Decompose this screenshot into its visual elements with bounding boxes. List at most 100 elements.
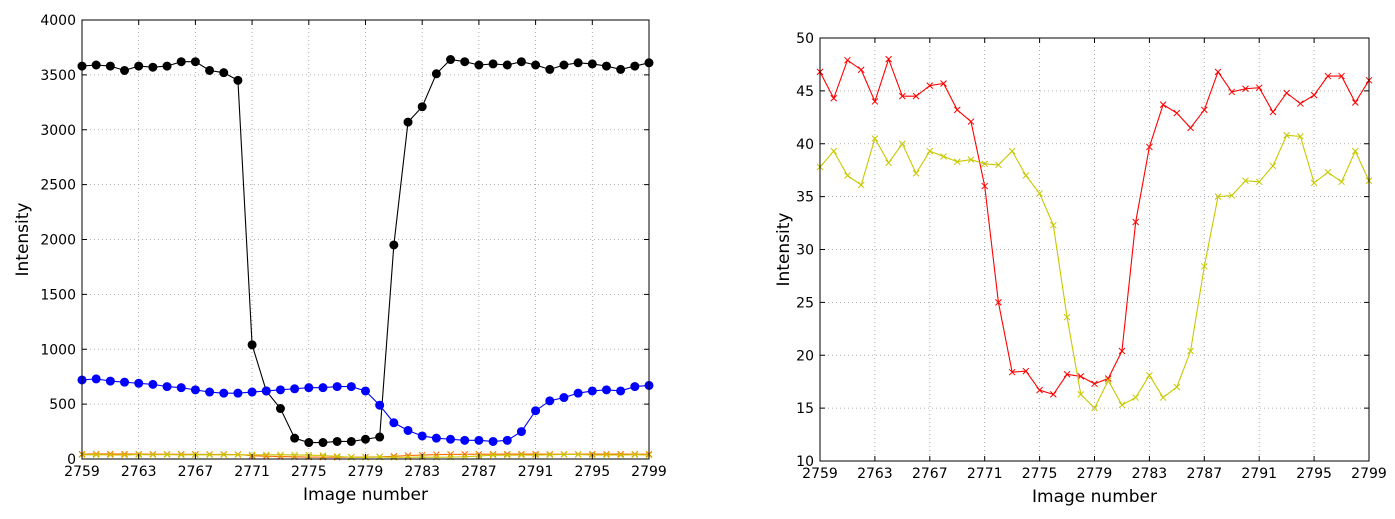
series-0-point bbox=[1118, 347, 1126, 355]
series-0-point bbox=[1269, 108, 1277, 116]
series-0-point bbox=[1049, 391, 1057, 398]
series-3-point bbox=[206, 451, 213, 459]
series-1-point bbox=[176, 383, 186, 393]
plot-area bbox=[820, 38, 1369, 461]
y-tick-label: 40 bbox=[796, 137, 814, 153]
series-0-point bbox=[830, 94, 838, 102]
y-tick-label: 15 bbox=[796, 401, 814, 417]
x-axis-label: Image number bbox=[1032, 487, 1157, 507]
series-3-point bbox=[121, 451, 128, 459]
series-0-point bbox=[403, 117, 413, 127]
series-3-point bbox=[518, 451, 525, 459]
series-2-point bbox=[447, 451, 454, 458]
y-tick-label: 4000 bbox=[40, 13, 76, 29]
x-tick-label: 2791 bbox=[518, 464, 554, 480]
series-0-point bbox=[1200, 106, 1208, 114]
x-tick-label: 2767 bbox=[912, 466, 948, 482]
series-1-point bbox=[885, 159, 892, 167]
series-1-point bbox=[516, 427, 526, 437]
right-intensity-chart: 2759 2763 2767 2771 2775 2779 2783 2787 2791 2795… bbox=[774, 31, 1387, 507]
series-1-point bbox=[332, 382, 342, 392]
series-1-point bbox=[1310, 179, 1318, 187]
y-tick-label: 500 bbox=[49, 397, 76, 413]
series-0-point bbox=[1022, 367, 1030, 375]
y-axis-label: Intensity bbox=[13, 203, 33, 277]
series-1-point bbox=[1269, 162, 1277, 170]
series-3-point bbox=[617, 451, 625, 459]
series-0-point bbox=[516, 57, 526, 67]
series-0-point bbox=[275, 404, 285, 414]
series-0-point bbox=[531, 60, 541, 70]
series-0-point bbox=[1214, 68, 1222, 76]
y-tick-label: 2500 bbox=[40, 178, 76, 194]
series-0-point bbox=[940, 80, 947, 87]
series-1-point bbox=[926, 147, 934, 155]
series-3-point bbox=[319, 452, 327, 459]
series-1-point bbox=[190, 385, 200, 395]
x-tick-label: 2795 bbox=[574, 464, 610, 480]
series-0-point bbox=[1228, 88, 1236, 96]
x-axis-label: Image number bbox=[303, 485, 428, 505]
series-1-point bbox=[1091, 404, 1098, 412]
series-0-point bbox=[1159, 101, 1167, 108]
series-0-point bbox=[318, 438, 328, 448]
series-0-point bbox=[205, 65, 215, 75]
series-1-point bbox=[1297, 132, 1304, 140]
series-0-point bbox=[346, 436, 356, 446]
series-0-point bbox=[1091, 380, 1098, 388]
y-tick-label: 50 bbox=[796, 31, 814, 47]
series-1-point bbox=[1146, 371, 1153, 379]
x-tick-label: 2779 bbox=[348, 464, 384, 480]
series-2-point bbox=[617, 450, 625, 458]
series-0-point bbox=[460, 57, 470, 67]
x-tick-label: 2783 bbox=[1132, 466, 1168, 482]
series-1-point bbox=[1200, 263, 1208, 270]
series-1-point bbox=[275, 385, 285, 395]
series-0-point bbox=[332, 436, 342, 446]
x-tick-label: 2759 bbox=[64, 464, 100, 480]
x-tick-label: 2763 bbox=[121, 464, 157, 480]
series-0-point bbox=[1297, 100, 1304, 107]
series-0-point bbox=[1310, 91, 1318, 99]
series-0-point bbox=[545, 64, 555, 74]
series-0-point bbox=[502, 60, 512, 70]
y-axis-label: Intensity bbox=[774, 213, 794, 287]
series-0-point bbox=[233, 75, 243, 85]
series-1-point bbox=[1338, 178, 1345, 186]
series-3-point bbox=[603, 451, 610, 459]
series-1-point bbox=[403, 425, 413, 435]
series-0-point bbox=[857, 66, 865, 74]
series-2-point bbox=[489, 450, 497, 458]
series-0-point bbox=[1077, 373, 1085, 380]
series-0-point bbox=[431, 69, 441, 79]
series-0-point bbox=[1242, 85, 1249, 93]
series-1-point bbox=[361, 386, 370, 396]
series-0-point bbox=[1173, 109, 1181, 117]
series-2-point bbox=[390, 452, 398, 460]
series-1-point bbox=[1036, 190, 1043, 197]
series-2-point bbox=[518, 450, 525, 458]
series-0-point bbox=[105, 61, 115, 71]
series-0-point bbox=[587, 59, 597, 69]
series-3-point bbox=[262, 451, 270, 459]
series-1-point bbox=[912, 170, 920, 177]
y-tick-label: 0 bbox=[67, 452, 76, 468]
series-0-point bbox=[601, 61, 611, 71]
series-1-point bbox=[1173, 383, 1181, 391]
series-1-point bbox=[545, 396, 555, 406]
series-3-point bbox=[177, 451, 185, 459]
series-1-point bbox=[318, 383, 328, 393]
series-2-point bbox=[603, 450, 610, 458]
series-0-point bbox=[898, 92, 906, 100]
series-2-point bbox=[92, 450, 100, 458]
series-1-point bbox=[1063, 313, 1071, 321]
series-1-point bbox=[1104, 377, 1112, 384]
series-0-point bbox=[1132, 218, 1140, 226]
y-tick-label: 25 bbox=[796, 295, 814, 311]
series-1-point bbox=[1159, 394, 1167, 401]
series-0-point bbox=[148, 62, 158, 72]
series-2-point bbox=[262, 452, 270, 460]
series-1-point bbox=[233, 388, 243, 398]
series-1-point bbox=[460, 435, 470, 445]
series-0-point bbox=[176, 57, 186, 67]
